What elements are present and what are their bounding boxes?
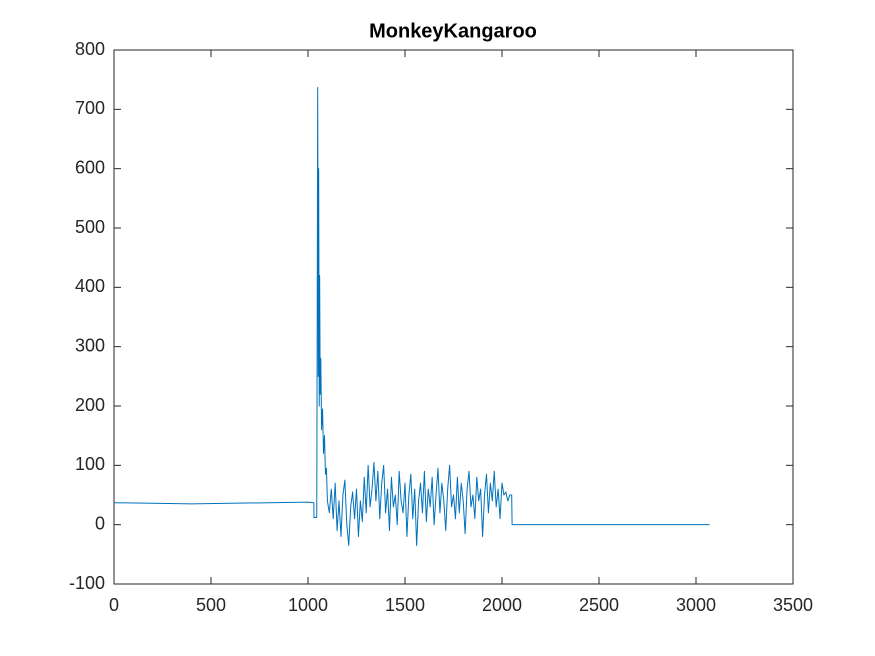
y-tick-label: 400 bbox=[75, 276, 105, 296]
y-tick-label: 300 bbox=[75, 335, 105, 355]
x-tick-label: 1500 bbox=[385, 595, 425, 615]
data-line bbox=[113, 86, 710, 546]
x-tick-label: 3500 bbox=[773, 595, 813, 615]
y-tick-label: 600 bbox=[75, 157, 105, 177]
x-tick-label: 0 bbox=[109, 595, 119, 615]
chart-title: MonkeyKangaroo bbox=[369, 20, 537, 42]
y-tick-label: 100 bbox=[75, 454, 105, 474]
x-tick-label: 2500 bbox=[579, 595, 619, 615]
x-tick-label: 500 bbox=[196, 595, 226, 615]
y-tick-label: 800 bbox=[75, 39, 105, 59]
y-tick-label: 0 bbox=[95, 513, 105, 533]
x-tick-label: 3000 bbox=[676, 595, 716, 615]
x-tick-label: 1000 bbox=[288, 595, 328, 615]
x-tick-label: 2000 bbox=[482, 595, 522, 615]
y-tick-label: -100 bbox=[69, 573, 105, 593]
y-tick-label: 500 bbox=[75, 217, 105, 237]
y-tick-label: 700 bbox=[75, 98, 105, 118]
y-tick-label: 200 bbox=[75, 395, 105, 415]
